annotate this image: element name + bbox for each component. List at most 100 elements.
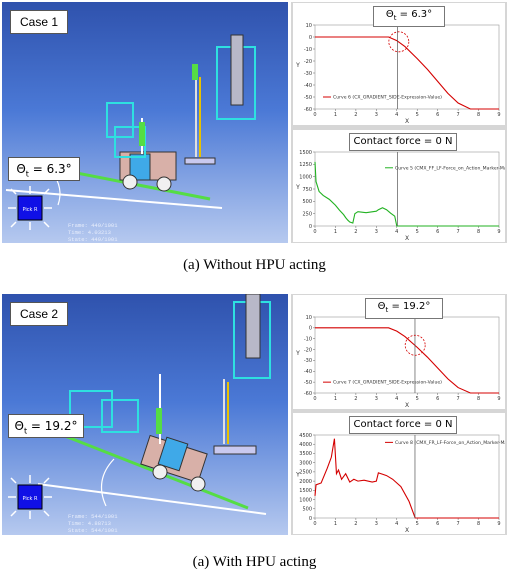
theta-indicator: Θt = 6.3° xyxy=(8,157,80,181)
x-tick-label: 2 xyxy=(354,396,357,402)
x-tick-label: 9 xyxy=(497,229,500,235)
legend-label: Curve 8 (CMX_FR_LF-Force_on_Action_Marke… xyxy=(395,440,505,446)
y-tick-label: -20 xyxy=(304,347,312,353)
plot-area xyxy=(314,151,500,227)
x-tick-label: 8 xyxy=(477,112,480,118)
x-tick-label: 4 xyxy=(395,229,398,235)
x-tick-label: 8 xyxy=(477,396,480,402)
contact-force-chart: 4500 4000 3500 3000 2500 2000 1500 1000 500 00 1 2 3… xyxy=(295,433,505,534)
plot-title: Contact force = 0 N xyxy=(349,416,457,434)
x-tick-label: 5 xyxy=(416,396,419,402)
case1-bottom-plot: 1500 1250 1000 750 500 250 0 0 1 2 3 4 5 6 7 8 9 X Y Curve … xyxy=(293,130,505,242)
x-tick-label: 1 xyxy=(334,229,337,235)
view-compass-widget[interactable]: Pick R xyxy=(4,469,64,529)
y-tick-label: 0 xyxy=(309,35,312,41)
y-tick-label: 500 xyxy=(302,507,312,513)
y-tick-label: -60 xyxy=(304,107,312,113)
x-tick-label: 2 xyxy=(354,229,357,235)
x-tick-label: 7 xyxy=(457,396,460,402)
case1-plot-panels: 10 0 -10 -20 -30 -40 -50 -60 0 1 2 3 4 5 6 7 8 9 X Y Curve 6… xyxy=(291,2,507,243)
x-tick-label: 2 xyxy=(354,521,357,527)
legend-label: Curve 5 (CMX_FF_LF-Force_on_Action_Marke… xyxy=(395,165,505,171)
frame-readout: Frame: 544/1001 xyxy=(68,513,118,520)
data-series-line xyxy=(314,438,499,519)
y-tick-label: 1000 xyxy=(299,497,312,503)
x-tick-label: 1 xyxy=(334,396,337,402)
caption-case2: (a) With HPU acting xyxy=(192,554,317,570)
x-tick-label: 9 xyxy=(497,521,500,527)
plot-title: Θt = 6.3° xyxy=(373,6,445,27)
y-tick-label: 1000 xyxy=(299,174,312,180)
x-tick-label: 0 xyxy=(313,521,316,527)
time-readout: Time: 4.03213 xyxy=(68,229,111,236)
x-tick-label: 4 xyxy=(395,112,398,118)
y-tick-label: 0 xyxy=(309,326,312,332)
x-tick-label: 2 xyxy=(354,112,357,118)
plot-area xyxy=(314,434,500,519)
compass-label: Pick R xyxy=(22,496,38,502)
case2-simulation-view: Case 2 Θt = 19.2° Pick R Frame: 544/1001… xyxy=(2,294,288,535)
compass-label: Pick R xyxy=(22,207,38,213)
x-tick-label: 6 xyxy=(436,112,439,118)
y-tick-label: 0 xyxy=(309,224,312,230)
x-tick-label: 0 xyxy=(313,112,316,118)
y-tick-label: 3000 xyxy=(299,460,312,466)
x-tick-label: 8 xyxy=(477,229,480,235)
plot-title-value: 19.2° xyxy=(403,301,431,312)
y-tick-label: -30 xyxy=(304,358,312,364)
y-tick-label: 1250 xyxy=(299,162,312,168)
x-tick-label: 5 xyxy=(416,521,419,527)
sim-info: Frame: 449/1001 Time: 4.03213 State: 449… xyxy=(68,222,118,243)
y-tick-label: -40 xyxy=(304,83,312,89)
contact-force-chart: 1500 1250 1000 750 500 250 00 1 2 3 4 5 6 7 8 9 X Y Curve … xyxy=(295,150,505,242)
x-axis-label: X xyxy=(405,118,409,125)
sim-info: Frame: 544/1001 Time: 4.88713 State: 544… xyxy=(68,513,118,534)
y-tick-label: -30 xyxy=(304,71,312,77)
x-tick-label: 0 xyxy=(313,396,316,402)
x-axis-label: X xyxy=(405,402,409,409)
x-tick-label: 3 xyxy=(375,229,378,235)
x-tick-label: 3 xyxy=(375,521,378,527)
data-series-line xyxy=(314,161,499,227)
highlight-circle xyxy=(388,31,410,53)
y-tick-label: -50 xyxy=(304,380,312,386)
x-tick-label: 7 xyxy=(457,112,460,118)
x-tick-label: 9 xyxy=(497,112,500,118)
y-axis-label: Y xyxy=(295,62,300,69)
x-tick-label: 6 xyxy=(436,229,439,235)
compass-arrows-icon xyxy=(8,475,52,519)
x-axis-label: X xyxy=(405,527,409,534)
y-tick-label: 10 xyxy=(306,23,312,29)
y-tick-label: 250 xyxy=(302,211,312,217)
caption-case1: (a) Without HPU acting xyxy=(183,257,326,273)
y-tick-label: -50 xyxy=(304,95,312,101)
x-tick-label: 5 xyxy=(416,229,419,235)
frame-readout: Frame: 449/1001 xyxy=(68,222,118,229)
case1-top-plot: 10 0 -10 -20 -30 -40 -50 -60 0 1 2 3 4 5 6 7 8 9 X Y Curve 6… xyxy=(293,3,505,125)
case2-plot-panels: 10 0 -10 -20 -30 -40 -50 -60 0 1 2 3 4 5 6 7 8 9 X Y Curve 7… xyxy=(291,294,507,535)
case1-robot-model xyxy=(5,34,256,209)
plot-area xyxy=(314,316,500,394)
view-compass-widget[interactable]: Pick R xyxy=(4,180,64,240)
y-tick-label: 1500 xyxy=(299,150,312,156)
y-tick-label: 2000 xyxy=(299,479,312,485)
y-tick-label: -20 xyxy=(304,59,312,65)
y-axis-label: Y xyxy=(295,184,300,191)
time-readout: Time: 4.88713 xyxy=(68,520,111,527)
y-tick-label: 500 xyxy=(302,199,312,205)
y-tick-label: 3500 xyxy=(299,451,312,457)
x-tick-label: 0 xyxy=(313,229,316,235)
legend-label: Curve 6 (CX_GRADIENT_SIDE-Expression-Val… xyxy=(333,95,442,101)
x-tick-label: 9 xyxy=(497,396,500,402)
case-label: Case 1 xyxy=(10,10,68,34)
y-tick-label: 4000 xyxy=(299,442,312,448)
case1-simulation-view: Case 1 Θt = 6.3° Pick R Frame: 449/1001 … xyxy=(2,2,288,243)
state-readout: State: 544/1001 xyxy=(68,527,118,534)
y-tick-label: -10 xyxy=(304,337,312,343)
x-tick-label: 1 xyxy=(334,521,337,527)
data-series-line xyxy=(315,36,499,110)
x-tick-label: 8 xyxy=(477,521,480,527)
case-label: Case 2 xyxy=(10,302,68,326)
y-tick-label: 2500 xyxy=(299,470,312,476)
x-tick-label: 3 xyxy=(375,112,378,118)
